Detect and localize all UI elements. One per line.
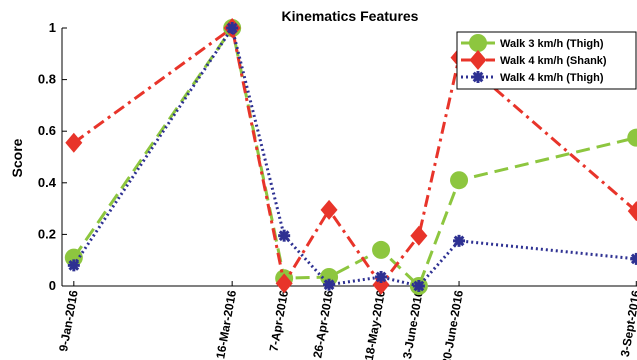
legend-label: Walk 4 km/h (Shank) <box>500 55 607 67</box>
x-tick-label: 3-June-2016 <box>400 289 426 360</box>
data-point <box>275 273 293 294</box>
data-point <box>375 270 388 283</box>
data-point <box>65 132 83 153</box>
legend-entry: Walk 3 km/h (Thigh) <box>461 34 604 52</box>
data-point <box>278 229 291 242</box>
x-tick-label: 26-Apr-2016 <box>310 289 336 359</box>
x-tick-label: 18-May-2016 <box>362 289 388 360</box>
legend: Walk 3 km/h (Thigh) Walk 4 km/h (Shank) Wa… <box>456 31 637 90</box>
data-point <box>412 280 425 292</box>
legend-label: Walk 4 km/h (Thigh) <box>500 72 604 84</box>
series-3 <box>67 22 637 292</box>
y-tick-label: 0.6 <box>38 123 56 138</box>
y-tick-label: 0.4 <box>38 175 57 190</box>
data-point <box>226 22 239 34</box>
legend-marker <box>469 50 487 70</box>
data-point <box>627 201 637 222</box>
x-tick-label: 16-Mar-2016 <box>213 289 239 360</box>
legend-label: Walk 3 km/h (Thigh) <box>500 38 604 50</box>
y-tick-label: 0.8 <box>38 72 56 87</box>
y-tick-label: 1 <box>49 20 56 35</box>
data-point <box>630 252 637 265</box>
y-tick-label: 0 <box>49 278 56 293</box>
data-point <box>453 234 466 247</box>
data-point <box>320 199 338 220</box>
series-line <box>72 24 637 289</box>
data-point <box>410 225 428 246</box>
series-line <box>72 24 637 288</box>
x-tick-label: 20-June-2016 <box>439 289 466 360</box>
data-point <box>627 128 637 147</box>
x-tick-label: 7-Apr-2016 <box>267 289 292 353</box>
legend-entry: Walk 4 km/h (Shank) <box>461 50 607 70</box>
data-point <box>372 240 391 259</box>
chart-title: Kinematics Features <box>282 8 419 24</box>
legend-entry: Walk 4 km/h (Thigh) <box>461 71 604 84</box>
legend-marker <box>469 34 487 52</box>
x-tick-label: 9-Jan-2016 <box>56 289 81 353</box>
data-point <box>67 259 80 272</box>
legend-marker <box>472 71 484 83</box>
data-point <box>323 278 336 291</box>
x-tick-label: 3-Sept-2016 <box>618 289 637 358</box>
y-tick-label: 0.2 <box>38 226 56 241</box>
y-axis-label: Score <box>9 138 25 177</box>
data-point <box>450 171 469 190</box>
